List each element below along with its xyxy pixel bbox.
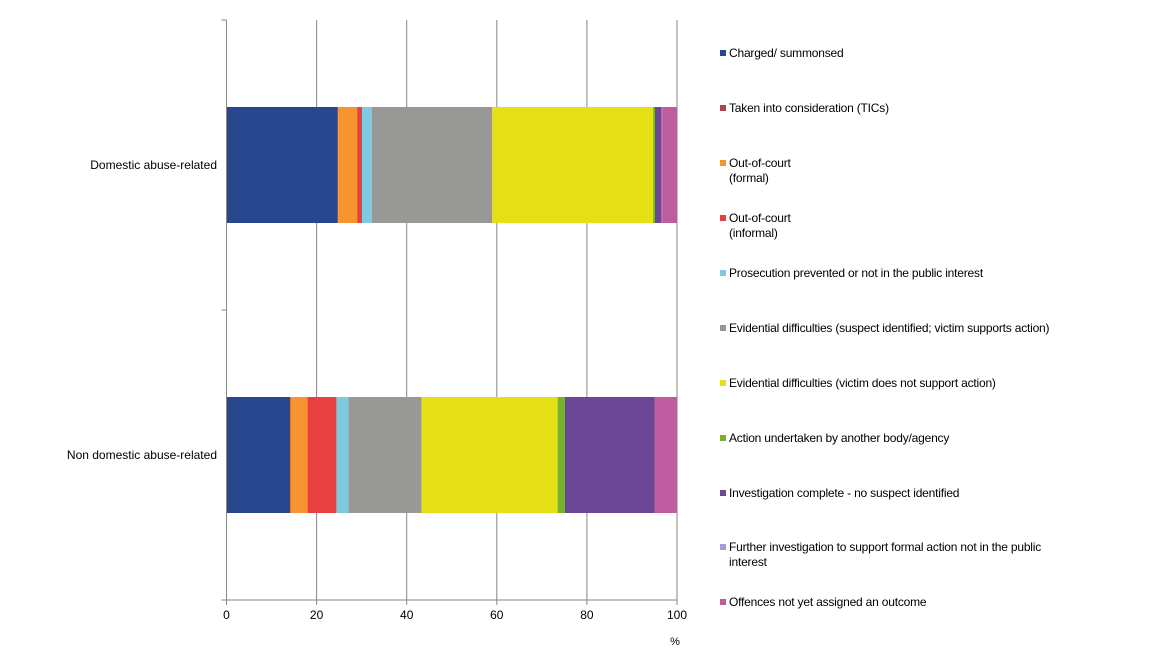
axes <box>221 19 678 605</box>
legend-label: Out-of-court (informal) <box>729 211 791 240</box>
x-tick-label: 40 <box>400 608 414 622</box>
legend-swatch <box>720 490 726 496</box>
bar-segment <box>348 397 422 513</box>
legend-label: Taken into consideration (TICs) <box>729 101 889 115</box>
legend-swatch <box>720 325 726 331</box>
legend-swatch <box>720 599 726 605</box>
legend-swatch <box>720 50 726 56</box>
bar-segment <box>290 397 308 513</box>
legend-swatch <box>720 435 726 441</box>
x-tick-labels: 0 20 40 60 80 100 <box>223 608 687 622</box>
bar-segment <box>338 107 358 223</box>
legend-swatch <box>720 270 726 276</box>
bar-segment <box>653 107 655 223</box>
legend-swatch <box>720 215 726 221</box>
legend-swatch <box>720 105 726 111</box>
legend-label: Charged/ summonsed <box>729 46 844 60</box>
bar-segment <box>654 107 662 223</box>
legend-swatch <box>720 544 726 550</box>
x-tick-label: 0 <box>223 608 230 622</box>
bar-segment <box>362 107 373 223</box>
x-tick-label: 80 <box>580 608 594 622</box>
category-label: Domestic abuse-related <box>90 158 217 172</box>
legend-label: Investigation complete - no suspect iden… <box>729 486 960 500</box>
legend-swatch <box>720 160 726 166</box>
bar-segment <box>492 107 654 223</box>
legend-label: Further investigation to support formal … <box>729 540 1042 569</box>
bar-segment <box>557 397 565 513</box>
bar-segment <box>307 397 337 513</box>
bar-segment <box>564 397 655 513</box>
x-tick-label: 100 <box>667 608 687 622</box>
bar-segment <box>662 107 677 223</box>
x-tick-label: 60 <box>490 608 504 622</box>
bar-segment <box>372 107 493 223</box>
x-tick-label: 20 <box>310 608 324 622</box>
bar-segment <box>336 397 349 513</box>
bar-segment <box>654 397 677 513</box>
bar-segment <box>226 397 291 513</box>
legend-label: Prosecution prevented or not in the publ… <box>729 266 983 280</box>
bars <box>226 107 677 513</box>
bar-segment <box>357 107 363 223</box>
category-labels: Domestic abuse-related Non domestic abuse… <box>67 158 217 462</box>
bar-segment <box>226 107 338 223</box>
x-axis-label: % <box>670 636 680 648</box>
legend-label: Action undertaken by another body/agency <box>729 431 950 445</box>
legend-swatch <box>720 380 726 386</box>
legend-label: Out-of-court (formal) <box>729 156 791 185</box>
legend-label: Evidential difficulties (victim does not… <box>729 376 996 390</box>
category-label: Non domestic abuse-related <box>67 448 217 462</box>
legend-label: Offences not yet assigned an outcome <box>729 595 927 609</box>
bar-segment <box>421 397 558 513</box>
legend-label: Evidential difficulties (suspect identif… <box>729 321 1050 335</box>
